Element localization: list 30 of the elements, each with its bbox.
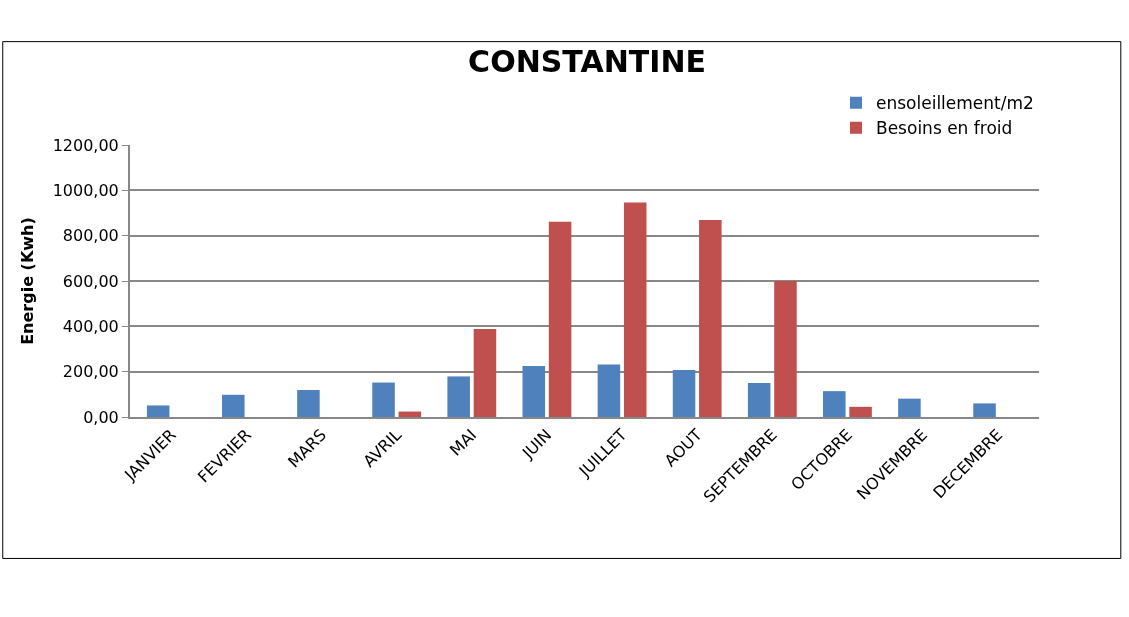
bar — [849, 406, 872, 417]
bar — [823, 391, 846, 417]
legend-label: ensoleillement/m2 — [876, 93, 1034, 114]
bar — [447, 376, 470, 417]
bar — [699, 220, 722, 417]
bar — [473, 329, 497, 417]
bar — [146, 405, 170, 417]
bar — [623, 202, 647, 417]
bar — [973, 403, 996, 417]
bar — [372, 382, 395, 417]
y-tick-label: 1000,00 — [52, 180, 119, 200]
y-tick-label: 600,00 — [62, 271, 119, 291]
y-tick-label: 400,00 — [62, 316, 119, 336]
bar — [522, 366, 546, 417]
bar — [898, 398, 921, 417]
bar — [597, 364, 621, 417]
legend-label: Besoins en froid — [876, 118, 1013, 139]
bar — [672, 370, 696, 417]
y-tick-label: 200,00 — [62, 362, 119, 382]
bar — [297, 390, 320, 417]
y-tick-label: 800,00 — [62, 226, 119, 246]
bar — [548, 221, 572, 417]
bar — [222, 394, 245, 417]
bar — [774, 281, 797, 417]
y-tick-label: 0,00 — [83, 407, 119, 427]
y-axis-title: Energie (Kwh) — [18, 217, 38, 345]
x-tick-label: MAI — [446, 425, 481, 460]
bar — [747, 383, 771, 417]
chart-title: CONSTANTINE — [468, 44, 707, 80]
y-tick-label: 1200,00 — [52, 135, 119, 155]
